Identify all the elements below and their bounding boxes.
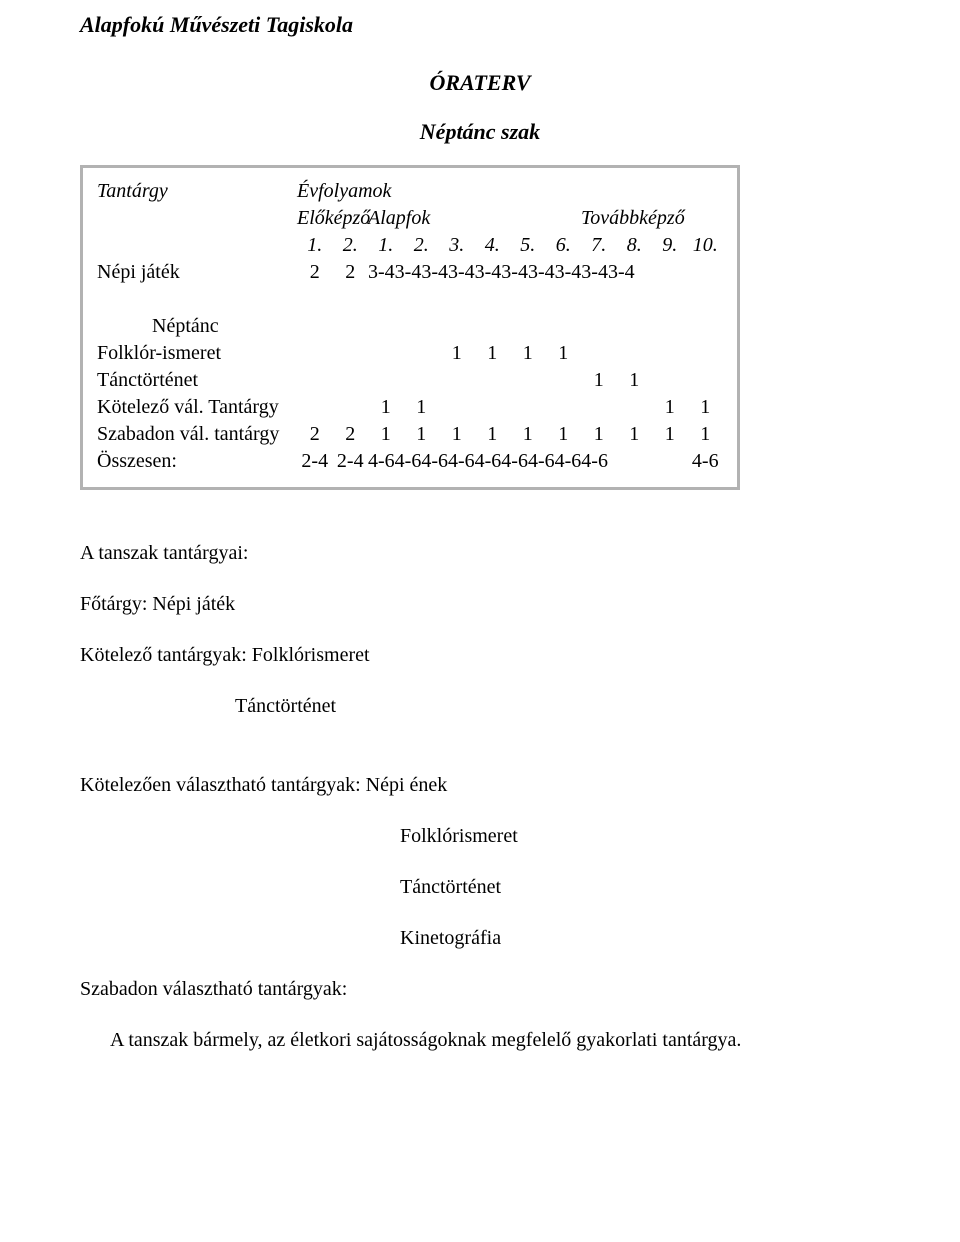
year-col: 8. — [617, 232, 653, 259]
level-pre: Előképző — [297, 205, 368, 232]
cell: 2 — [333, 259, 369, 286]
section-neptanc: Néptánc — [97, 313, 723, 340]
col-subject: Tantárgy — [97, 178, 297, 205]
branch-title: Néptánc szak — [80, 117, 880, 147]
cell: 1 — [368, 394, 404, 421]
cell: 4-6 — [688, 448, 724, 475]
cell: 1 — [510, 340, 546, 367]
mandatory-item: Tánctörténet — [80, 693, 880, 720]
year-col: 6. — [546, 232, 582, 259]
year-col: 7. — [581, 232, 617, 259]
year-col: 10. — [688, 232, 724, 259]
year-col: 1. — [368, 232, 404, 259]
cell: 1 — [581, 367, 617, 394]
main-subject: Főtárgy: Népi játék — [80, 591, 880, 618]
subjects-heading: A tanszak tantárgyai: — [80, 540, 880, 567]
cell: 1 — [439, 340, 475, 367]
cell: 2-4 — [333, 448, 369, 475]
row-kotelezo: Kötelező vál. Tantárgy — [97, 394, 297, 421]
cell: 1 — [617, 367, 653, 394]
elect-item: Folklórismeret — [80, 823, 880, 850]
year-col: 4. — [475, 232, 511, 259]
table-row: Tánctörténet 1 1 — [97, 367, 723, 394]
cell: 1 — [652, 421, 688, 448]
cell: 3-43-43-43-43-43-43-43-43-43-4 — [368, 259, 723, 286]
cell: 2-4 — [297, 448, 333, 475]
elect-item: Tánctörténet — [80, 874, 880, 901]
timetable-box: Tantárgy Évfolyamok Előképző Alapfok Tov… — [80, 165, 740, 490]
row-tanctort: Tánctörténet — [97, 367, 297, 394]
table-row: 1. 2. 1. 2. 3. 4. 5. 6. 7. 8. 9. 10. — [97, 232, 723, 259]
year-col: 9. — [652, 232, 688, 259]
level-basic: Alapfok — [368, 205, 475, 232]
school-name: Alapfokú Művészeti Tagiskola — [80, 10, 880, 40]
cell: 1 — [546, 421, 582, 448]
cell: 1 — [688, 394, 724, 421]
table-row: Szabadon vál. tantárgy 2 2 1 1 1 1 1 1 1… — [97, 421, 723, 448]
cell: 1 — [617, 421, 653, 448]
cell: 1 — [581, 421, 617, 448]
cell: 1 — [404, 394, 440, 421]
table-row: Előképző Alapfok Továbbképző — [97, 205, 723, 232]
cell: 1 — [475, 421, 511, 448]
year-col: 1. — [297, 232, 333, 259]
table-row: Népi játék 2 2 3-43-43-43-43-43-43-43-43… — [97, 259, 723, 286]
cell: 1 — [652, 394, 688, 421]
cell: 1 — [688, 421, 724, 448]
timetable: Tantárgy Évfolyamok Előképző Alapfok Tov… — [97, 178, 723, 475]
cell: 2 — [333, 421, 369, 448]
footer-sentence: A tanszak bármely, az életkori sajátossá… — [80, 1027, 880, 1054]
cell: 2 — [297, 421, 333, 448]
free-label: Szabadon választható tantárgyak: — [80, 976, 880, 1003]
table-row: Összesen: 2-4 2-4 4-64-64-64-64-64-64-64… — [97, 448, 723, 475]
table-row: Kötelező vál. Tantárgy 1 1 1 1 — [97, 394, 723, 421]
cell: 2 — [297, 259, 333, 286]
table-row: Folklór-ismeret 1 1 1 1 — [97, 340, 723, 367]
row-szabadon: Szabadon vál. tantárgy — [97, 421, 297, 448]
table-row: Néptánc — [97, 313, 723, 340]
row-nepi: Népi játék — [97, 259, 297, 286]
cell: 1 — [475, 340, 511, 367]
table-row: Tantárgy Évfolyamok — [97, 178, 723, 205]
level-adv: Továbbképző — [581, 205, 723, 232]
cell: 4-64-64-64-64-64-64-64-64-6 — [368, 448, 688, 475]
cell: 1 — [368, 421, 404, 448]
elect-item: Kinetográfia — [80, 925, 880, 952]
year-col: 2. — [333, 232, 369, 259]
elect-mandatory-label: Kötelezően választható tantárgyak: Népi … — [80, 772, 880, 799]
cell: 1 — [546, 340, 582, 367]
year-col: 3. — [439, 232, 475, 259]
cell: 1 — [510, 421, 546, 448]
row-folklor: Folklór-ismeret — [97, 340, 297, 367]
col-years: Évfolyamok — [297, 178, 723, 205]
cell: 1 — [404, 421, 440, 448]
year-col: 2. — [404, 232, 440, 259]
year-col: 5. — [510, 232, 546, 259]
mandatory-label: Kötelező tantárgyak: Folklórismeret — [80, 642, 880, 669]
row-total: Összesen: — [97, 448, 297, 475]
cell: 1 — [439, 421, 475, 448]
plan-title: ÓRATERV — [80, 68, 880, 98]
